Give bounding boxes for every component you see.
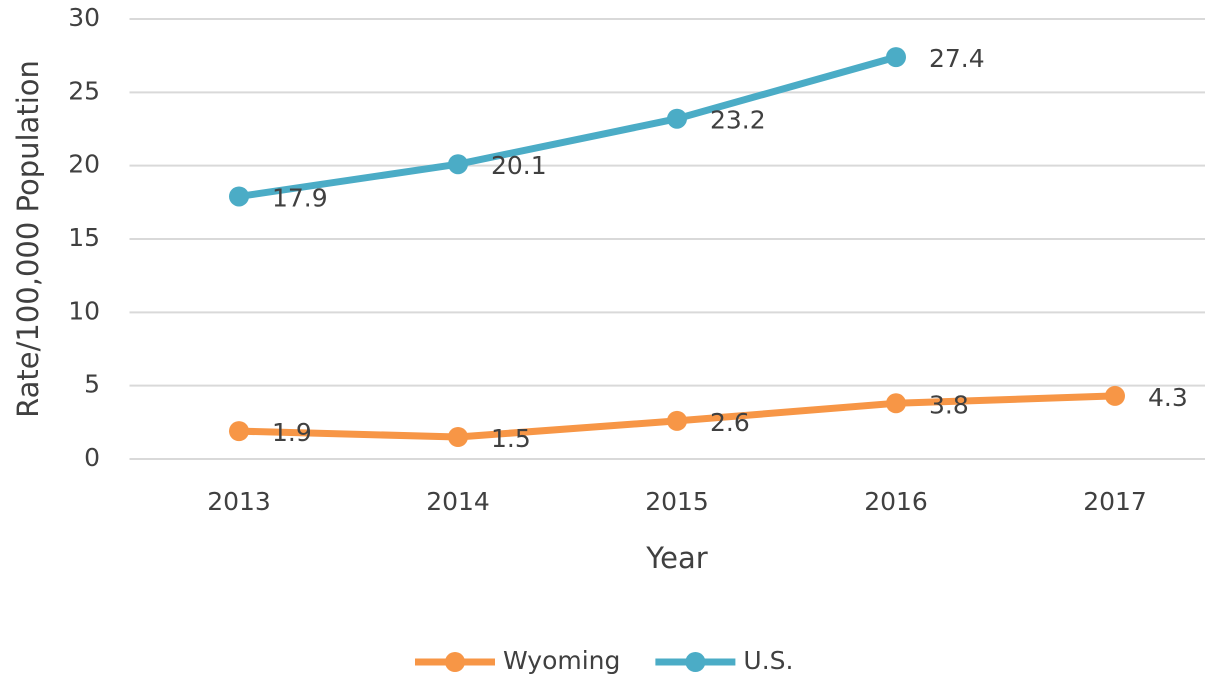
legend-swatch-marker (445, 652, 465, 672)
data-point (1105, 385, 1125, 406)
data-label: 1.9 (272, 418, 312, 447)
data-point (667, 108, 687, 129)
x-tick-label: 2017 (1083, 487, 1147, 516)
data-point (886, 393, 906, 414)
data-label: 20.1 (491, 151, 547, 180)
y-tick-label: 30 (68, 3, 100, 32)
data-label: 3.8 (929, 390, 969, 419)
legend-swatch-marker (685, 652, 706, 672)
data-label: 4.3 (1148, 383, 1188, 412)
legend-label: U.S. (743, 646, 793, 675)
data-label: 27.4 (929, 44, 985, 73)
series-line (238, 53, 897, 200)
y-tick-label: 10 (68, 296, 100, 325)
y-tick-label: 15 (68, 223, 100, 252)
data-point (229, 421, 249, 442)
data-label: 23.2 (710, 106, 766, 135)
y-tick-label: 5 (84, 370, 100, 399)
data-label: 2.6 (710, 408, 750, 437)
data-point (667, 410, 687, 431)
x-tick-label: 2014 (426, 487, 490, 516)
legend-label: Wyoming (503, 646, 620, 675)
data-point (448, 427, 468, 447)
data-label: 17.9 (272, 183, 328, 212)
data-point (229, 186, 249, 207)
x-axis-label: Year (645, 541, 707, 575)
y-tick-label: 20 (68, 150, 100, 179)
y-axis-label: Rate/100,000 Population (11, 60, 45, 418)
x-tick-label: 2015 (645, 487, 709, 516)
data-label: 1.5 (491, 424, 531, 453)
x-tick-label: 2016 (864, 487, 928, 516)
y-tick-label: 25 (68, 76, 100, 105)
data-point (886, 47, 906, 68)
data-point (448, 154, 468, 175)
y-tick-label: 0 (84, 443, 100, 472)
x-tick-label: 2013 (207, 487, 271, 516)
